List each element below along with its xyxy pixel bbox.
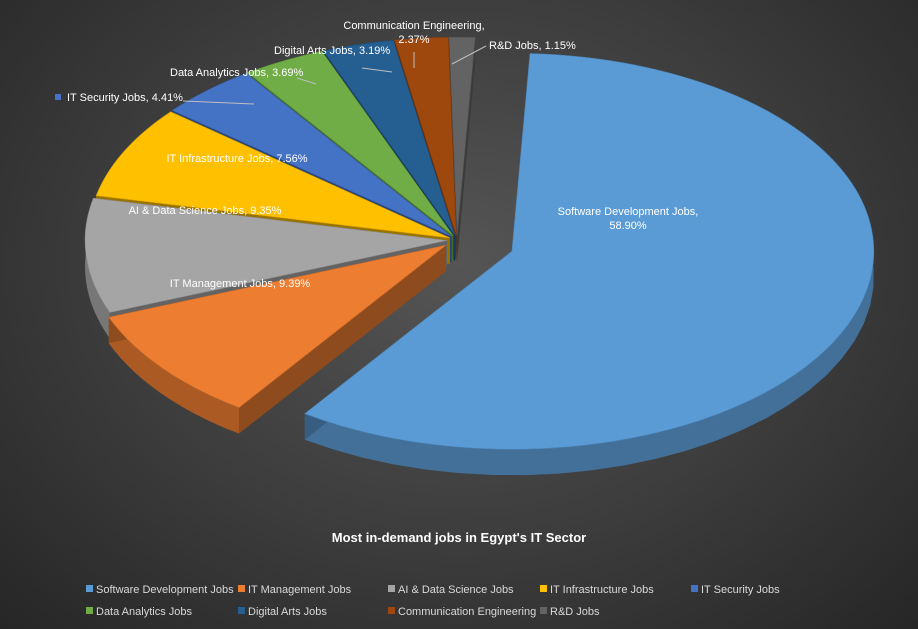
leader-line	[361, 67, 393, 73]
legend-swatch	[388, 607, 395, 614]
legend-label: IT Infrastructure Jobs	[550, 584, 654, 596]
legend-swatch	[540, 585, 547, 592]
legend-item: R&D Jobs	[540, 605, 600, 619]
legend-item: Communication Engineering	[388, 605, 536, 619]
legend-label: Digital Arts Jobs	[248, 606, 327, 618]
pie-slice	[322, 39, 456, 236]
legend-item: Software Development Jobs	[86, 583, 234, 597]
pie-slice	[171, 73, 452, 237]
pie-slice	[394, 36, 457, 236]
data-label: Data Analytics Jobs, 3.69%	[170, 67, 304, 79]
legend-swatch	[238, 607, 245, 614]
legend-label: IT Management Jobs	[248, 584, 352, 596]
pie-slice	[304, 53, 875, 450]
pie-slice-side	[108, 317, 239, 434]
legend-item: IT Security Jobs	[691, 583, 780, 597]
chart-title: Most in-demand jobs in Egypt's IT Sector	[331, 530, 587, 545]
legend-label: AI & Data Science Jobs	[398, 584, 514, 596]
pie-tops	[84, 36, 875, 450]
legend-label: Software Development Jobs	[96, 584, 234, 596]
legend-item: IT Infrastructure Jobs	[540, 583, 654, 597]
pie-slice-side	[304, 53, 874, 476]
data-label: Digital Arts Jobs, 3.19%	[274, 45, 390, 57]
data-label: IT Management Jobs, 9.39%	[170, 278, 311, 290]
data-label: R&D Jobs, 1.15%	[489, 40, 576, 52]
leader-line	[451, 45, 487, 65]
data-label-value: 58.90%	[609, 220, 647, 232]
legend-swatch	[238, 585, 245, 592]
data-label: IT Security Jobs, 4.41%	[67, 92, 183, 104]
legend-swatch	[691, 585, 698, 592]
pie-slice	[247, 50, 454, 236]
pie-slice	[448, 36, 476, 236]
label-swatch	[55, 94, 61, 100]
legend-item: Data Analytics Jobs	[86, 605, 192, 619]
data-label-value: 2.37%	[398, 34, 429, 46]
pie-slice	[84, 197, 448, 313]
pie-slice-cut	[238, 245, 447, 434]
data-label: AI & Data Science Jobs, 9.35%	[129, 205, 282, 217]
data-label: IT Infrastructure Jobs, 7.56%	[166, 153, 307, 165]
pie-slice-cut	[457, 37, 476, 262]
legend-label: Data Analytics Jobs	[96, 606, 192, 618]
pie-slice	[95, 111, 450, 239]
legend-swatch	[86, 607, 93, 614]
legend-item: Digital Arts Jobs	[238, 605, 327, 619]
legend-item: AI & Data Science Jobs	[388, 583, 514, 597]
data-labels: Software Development Jobs, 58.90% IT Manag…	[55, 20, 698, 290]
data-label: Communication Engineering,	[343, 20, 484, 32]
leader-line	[182, 100, 255, 105]
legend-swatch	[540, 607, 547, 614]
legend-item: IT Management Jobs	[238, 583, 351, 597]
legend-label: R&D Jobs	[550, 606, 600, 618]
legend-label: IT Security Jobs	[701, 584, 780, 596]
legend-swatch	[86, 585, 93, 592]
legend-swatch	[388, 585, 395, 592]
data-label: Software Development Jobs,	[558, 206, 699, 218]
legend-label: Communication Engineering	[398, 606, 537, 618]
pie-slice	[108, 244, 447, 408]
leader-line	[296, 77, 317, 85]
